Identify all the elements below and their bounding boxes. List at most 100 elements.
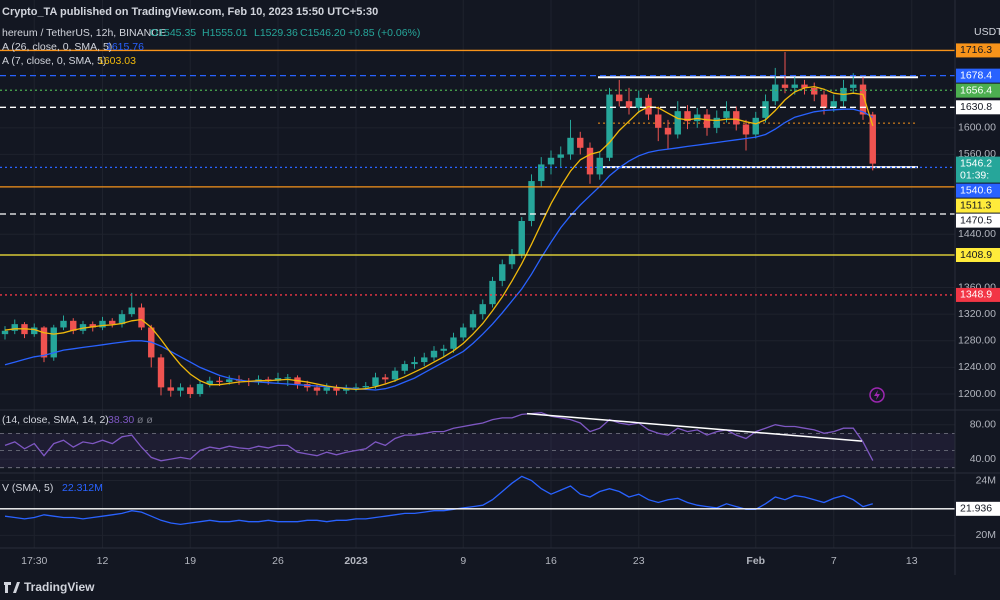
- price-label-bg: [956, 156, 1000, 183]
- candle-body: [421, 357, 428, 363]
- legend-label: A (7, close, 0, SMA, 5): [2, 55, 106, 67]
- footer: [0, 575, 1000, 600]
- candle-body: [499, 264, 506, 281]
- price-label: 1470.5: [960, 214, 992, 226]
- candle-body: [635, 97, 642, 108]
- y-tick-label: 1320.00: [958, 308, 996, 320]
- price-label: 21.936: [960, 503, 992, 515]
- candle-body: [703, 114, 711, 128]
- candle-body: [352, 387, 360, 389]
- candle-body: [655, 114, 662, 128]
- candle-body: [343, 388, 350, 391]
- series-line: [4, 475, 873, 526]
- candle-body: [664, 127, 672, 135]
- candle-body: [118, 314, 126, 325]
- candle-body: [869, 114, 876, 164]
- candle-body: [742, 124, 750, 135]
- y-tick-label: 80.00: [970, 419, 996, 431]
- candle-body: [70, 320, 77, 331]
- candle-body: [820, 94, 828, 108]
- y-tick-label: 1600.00: [958, 122, 996, 134]
- candle-body: [508, 254, 516, 265]
- candle-body: [674, 111, 681, 135]
- candle-body: [859, 84, 867, 115]
- candle-body: [694, 114, 701, 122]
- candle-body: [469, 314, 477, 328]
- x-tick-label: 12: [97, 555, 109, 567]
- candle-body: [460, 327, 467, 338]
- candle-body: [557, 154, 564, 158]
- x-tick-label: Feb: [746, 555, 765, 567]
- price-label-bg: [956, 247, 1000, 262]
- candle-body: [99, 320, 106, 328]
- candle-body: [752, 117, 759, 135]
- candle-body: [60, 320, 67, 328]
- price-label: 1678.4: [960, 69, 992, 81]
- alert-icon-bolt: [874, 390, 880, 400]
- candle-body: [362, 386, 369, 388]
- candle-body: [411, 362, 418, 365]
- candle-body: [333, 387, 340, 391]
- candle-body: [196, 384, 204, 395]
- candle-body: [128, 307, 135, 315]
- price-label: 1540.6: [960, 184, 992, 196]
- candle-body: [216, 380, 223, 383]
- legend-extra: ø ø: [137, 414, 153, 426]
- candle-body: [323, 387, 330, 391]
- candle-body: [430, 350, 438, 358]
- candle-body: [850, 84, 857, 88]
- x-tick-label: 9: [460, 555, 466, 567]
- price-label-bg: [956, 43, 1000, 58]
- candle-body: [781, 84, 789, 88]
- candle-body: [772, 84, 779, 102]
- candle-body: [577, 137, 584, 148]
- candle-body: [762, 101, 769, 118]
- plot-area: [0, 49, 955, 526]
- series-line: [4, 108, 874, 391]
- candle-body: [538, 164, 545, 182]
- candle-body: [138, 307, 145, 328]
- y-tick-label: 1280.00: [958, 335, 996, 347]
- candle-body: [372, 377, 379, 387]
- candle-body: [440, 348, 447, 351]
- price-label: 1630.8: [960, 101, 992, 113]
- candle-body: [401, 364, 408, 371]
- price-label: 1656.4: [960, 84, 992, 96]
- candle-body: [811, 87, 818, 95]
- candle-body: [157, 357, 165, 388]
- candle-body: [489, 280, 496, 305]
- legend-value: 22.312M: [62, 482, 103, 494]
- candle-body: [528, 181, 535, 221]
- candle-body: [567, 137, 574, 155]
- y-tick-label: 1240.00: [958, 361, 996, 373]
- candle-body: [713, 117, 720, 128]
- price-label: 1546.2: [960, 157, 992, 169]
- candle-body: [177, 387, 184, 391]
- legend-label: A (26, close, 0, SMA, 5): [2, 41, 112, 53]
- ohlc: L1529.36: [254, 27, 298, 39]
- series-line: [4, 85, 874, 391]
- price-label-bg: [956, 213, 1000, 228]
- candle-body: [382, 377, 389, 380]
- price-countdown: 01:39:: [960, 169, 989, 181]
- candle-body: [625, 101, 633, 108]
- price-label-bg: [956, 183, 1000, 198]
- y-tick-label: 20M: [976, 529, 996, 541]
- publisher: Crypto_TA published on TradingView.com, …: [2, 6, 378, 18]
- price-label-bg: [956, 501, 1000, 516]
- price-label: 1511.3: [960, 199, 991, 211]
- rsi-trendline: [526, 412, 863, 442]
- price-label-bg: [956, 287, 1000, 302]
- y-tick-label: 1200.00: [958, 388, 996, 400]
- y-tick-label: 1440.00: [958, 228, 996, 240]
- x-tick-label: 19: [184, 555, 196, 567]
- ohlc: C1546.20: [300, 27, 346, 39]
- price-label: 1716.3: [960, 44, 992, 56]
- candle-body: [391, 370, 399, 380]
- alert-icon[interactable]: [869, 387, 885, 403]
- price-label-bg: [956, 83, 1000, 98]
- candle-body: [50, 327, 57, 358]
- brand: TradingView: [24, 580, 95, 594]
- x-tick-label: 16: [545, 555, 557, 567]
